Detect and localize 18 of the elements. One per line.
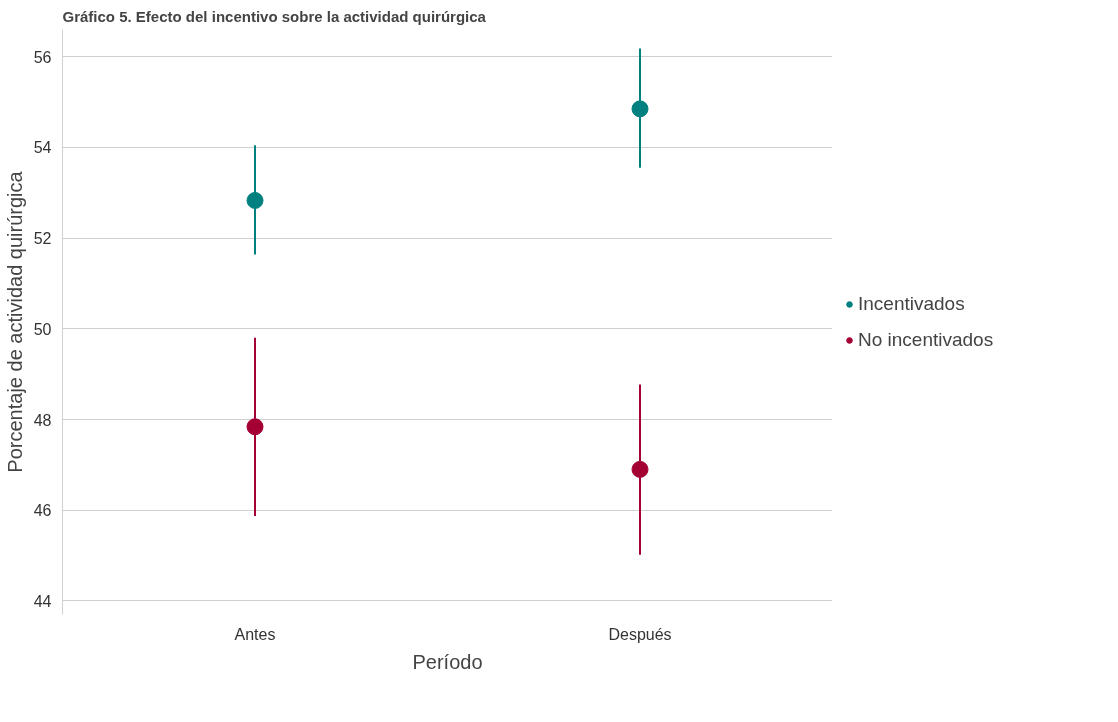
y-tick-label: 52 xyxy=(33,230,52,248)
y-tick-label: 46 xyxy=(33,502,52,520)
point xyxy=(631,460,649,478)
legend-label: Incentivados xyxy=(858,292,965,315)
y-axis-title: Porcentaje de actividad quirúrgica xyxy=(3,170,26,473)
y-tick-label: 48 xyxy=(33,411,52,429)
chart-title: Gráfico 5. Efecto del incentivo sobre la actividad quirúrgica xyxy=(62,7,487,25)
point xyxy=(631,100,649,118)
y-tick-label: 50 xyxy=(33,320,52,338)
x-axis-title: Período xyxy=(412,650,483,673)
y-tick-label: 44 xyxy=(33,592,52,610)
x-tick-label: Después xyxy=(608,625,672,643)
y-tick-label: 56 xyxy=(33,48,52,66)
x-tick-label: Antes xyxy=(234,625,276,643)
point xyxy=(246,418,264,436)
point xyxy=(246,191,264,209)
y-tick-label: 54 xyxy=(33,139,52,157)
legend-label: No incentivados xyxy=(858,328,994,351)
